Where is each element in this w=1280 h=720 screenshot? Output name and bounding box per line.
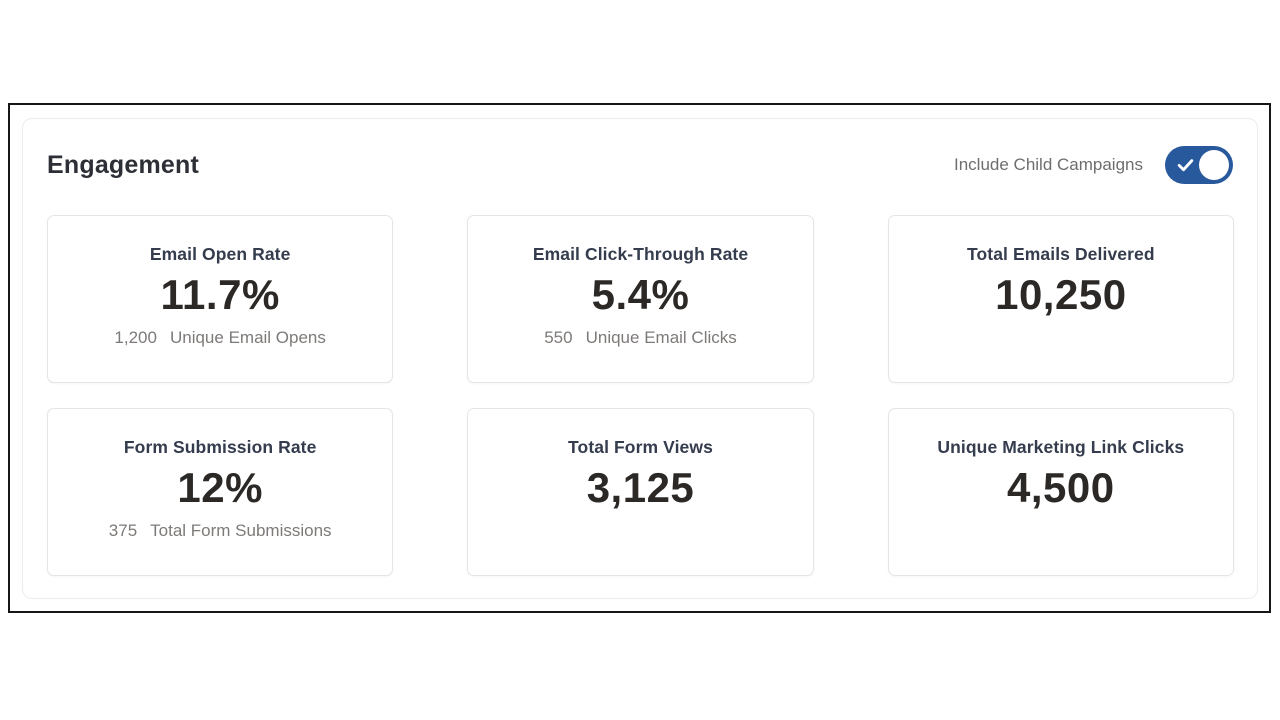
metric-card-total-form-views: Total Form Views 3,125 — [467, 408, 814, 576]
metric-value: 3,125 — [586, 464, 695, 511]
metric-sub-label: Total Form Submissions — [150, 521, 332, 540]
metric-sub: 1,200 Unique Email Opens — [48, 328, 392, 348]
metric-card-total-emails-delivered: Total Emails Delivered 10,250 — [887, 215, 1234, 383]
metric-card-email-open-rate: Email Open Rate 11.7% 1,200 Unique Email … — [47, 215, 394, 383]
metric-sub-label: Unique Email Clicks — [585, 328, 737, 347]
metric-title: Email Open Rate — [149, 244, 291, 264]
metric-sub-value: 375 — [108, 521, 138, 540]
metric-title: Total Form Views — [568, 437, 713, 457]
metric-card-unique-marketing-link-clicks: Unique Marketing Link Clicks 4,500 — [887, 408, 1234, 576]
metric-value: 10,250 — [995, 271, 1127, 318]
page-title: Engagement — [47, 150, 200, 179]
engagement-panel-frame: Engagement Include Child Campaigns Email… — [8, 103, 1271, 613]
metric-card-email-click-through-rate: Email Click-Through Rate 5.4% 550 Unique … — [467, 215, 814, 383]
metric-sub-value: 550 — [544, 328, 573, 347]
metric-sub — [889, 328, 1233, 348]
metric-value: 5.4% — [591, 271, 690, 318]
metric-sub — [889, 521, 1233, 541]
metric-cards-grid: Email Open Rate 11.7% 1,200 Unique Email … — [23, 184, 1257, 576]
panel-header: Engagement Include Child Campaigns — [23, 119, 1257, 184]
metric-card-form-submission-rate: Form Submission Rate 12% 375 Total Form S… — [47, 408, 394, 576]
metric-title: Unique Marketing Link Clicks — [937, 437, 1185, 457]
metric-sub-value: 1,200 — [114, 328, 157, 347]
metric-sub — [468, 521, 812, 541]
toggle-label: Include Child Campaigns — [954, 155, 1143, 174]
metric-title: Email Click-Through Rate — [532, 244, 749, 264]
metric-sub-label: Unique Email Opens — [169, 328, 326, 347]
metric-sub: 375 Total Form Submissions — [48, 521, 392, 541]
engagement-panel: Engagement Include Child Campaigns Email… — [22, 118, 1258, 599]
metric-value: 4,500 — [1007, 464, 1115, 511]
metric-value: 11.7% — [160, 271, 280, 318]
check-icon — [1177, 159, 1194, 172]
metric-value: 12% — [177, 464, 263, 511]
metric-title: Total Emails Delivered — [967, 244, 1155, 264]
metric-sub: 550 Unique Email Clicks — [468, 328, 812, 348]
include-child-campaigns-toggle[interactable] — [1165, 146, 1233, 184]
include-child-campaigns-control: Include Child Campaigns — [954, 146, 1233, 184]
toggle-knob[interactable] — [1199, 150, 1229, 180]
metric-title: Form Submission Rate — [123, 437, 317, 457]
